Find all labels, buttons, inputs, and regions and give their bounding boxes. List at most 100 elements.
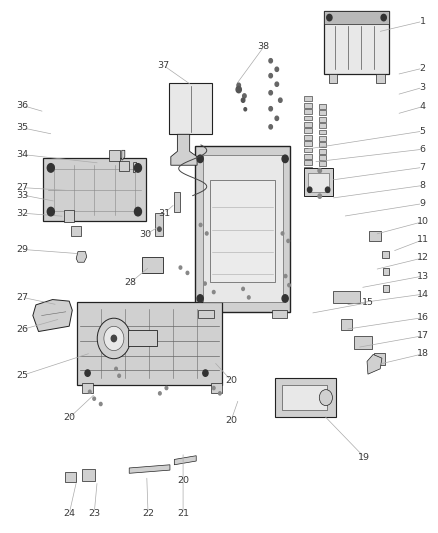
Bar [282,385,327,410]
Text: 36: 36 [17,101,29,110]
Text: 20: 20 [225,416,237,424]
Bar [324,11,389,74]
Text: 37: 37 [157,61,169,69]
Bar [333,291,360,303]
Bar [304,109,312,114]
Polygon shape [129,465,170,473]
Circle shape [197,155,203,163]
Circle shape [247,296,250,299]
Bar [43,158,146,221]
Bar [304,167,312,172]
Circle shape [284,274,287,278]
Bar [319,136,326,141]
Text: 12: 12 [417,254,429,262]
Circle shape [269,74,272,78]
Bar [319,161,326,166]
Circle shape [237,83,240,87]
Bar [304,154,312,159]
Text: 1: 1 [420,17,426,26]
Circle shape [381,14,386,21]
Circle shape [282,155,288,163]
Bar [198,310,214,318]
Circle shape [269,59,272,63]
Bar [210,180,275,282]
Bar [155,213,163,236]
Bar [369,231,381,241]
Bar [65,472,76,482]
Polygon shape [33,300,72,332]
Bar [319,117,326,122]
Text: 20: 20 [225,376,237,385]
Bar [383,285,389,292]
Text: 10: 10 [417,217,429,226]
Circle shape [158,227,161,231]
Bar [324,11,389,24]
Text: 28: 28 [124,278,137,287]
Circle shape [318,177,321,181]
Text: 21: 21 [177,510,189,518]
Text: 24: 24 [63,510,75,518]
Bar [382,251,389,258]
Bar [319,155,326,160]
Text: 27: 27 [17,183,29,192]
Text: 38: 38 [258,43,270,51]
Text: 3: 3 [420,83,426,92]
Circle shape [318,194,321,198]
Circle shape [275,82,279,86]
Bar [319,149,326,154]
Circle shape [219,392,221,395]
Circle shape [282,295,288,302]
Bar [304,103,312,108]
Bar [304,168,333,196]
Bar [383,268,389,275]
Circle shape [47,164,54,172]
Bar [71,226,81,236]
Bar [304,122,312,127]
Bar [319,123,326,128]
Circle shape [203,370,208,376]
Polygon shape [171,134,197,165]
Text: 31: 31 [158,209,170,217]
Circle shape [287,239,290,243]
Circle shape [118,374,120,377]
Circle shape [318,185,321,190]
Bar [319,104,326,109]
Bar [272,310,287,318]
Text: 18: 18 [417,350,429,358]
Bar [203,155,283,302]
Circle shape [205,232,208,235]
Text: 26: 26 [17,325,29,334]
Circle shape [115,367,117,370]
Circle shape [243,94,246,98]
Bar [77,302,222,385]
Text: 25: 25 [17,371,29,379]
Text: 20: 20 [63,414,75,422]
Text: 15: 15 [362,298,374,307]
Circle shape [318,168,321,173]
Circle shape [159,392,161,395]
Circle shape [93,397,95,400]
Text: 35: 35 [17,124,29,132]
Circle shape [279,98,282,102]
Bar [211,383,222,393]
Bar [82,383,93,393]
Bar [64,210,74,222]
Text: 27: 27 [17,293,29,302]
Circle shape [199,223,202,227]
Bar [109,150,120,161]
Circle shape [242,287,244,290]
Polygon shape [134,163,137,173]
Bar [128,330,157,346]
Text: 2: 2 [420,64,426,72]
Circle shape [236,86,241,93]
Text: 17: 17 [417,332,429,340]
Text: 4: 4 [420,102,426,111]
Bar [319,130,326,134]
Circle shape [269,91,272,95]
Circle shape [244,108,247,111]
Polygon shape [122,150,125,160]
Text: 5: 5 [420,127,426,135]
Text: 20: 20 [177,477,189,485]
Circle shape [99,402,102,406]
Circle shape [281,232,284,235]
